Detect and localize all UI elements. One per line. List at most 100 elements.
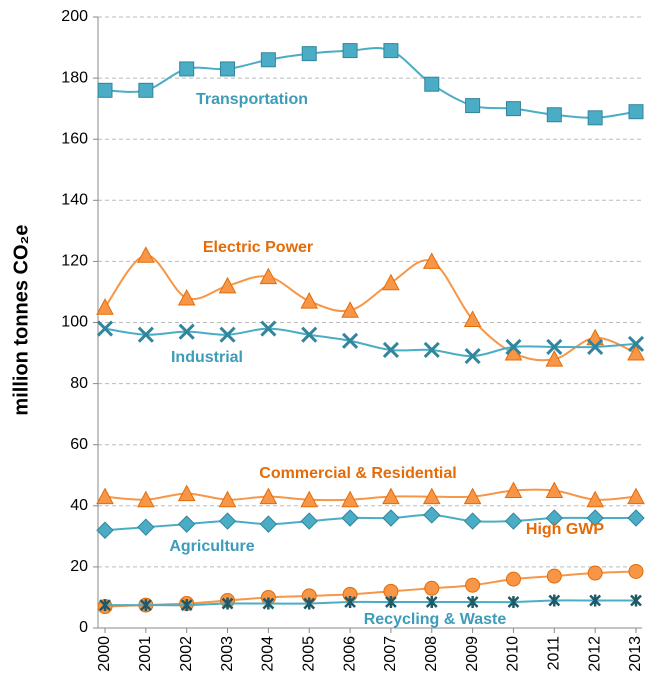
marker	[137, 246, 155, 263]
marker	[545, 350, 564, 367]
marker	[342, 332, 359, 349]
marker	[587, 110, 603, 126]
marker	[301, 326, 318, 343]
marker	[627, 335, 645, 352]
series-label: Industrial	[171, 349, 243, 366]
marker	[382, 273, 400, 291]
y-tick-label: 140	[61, 192, 88, 209]
marker	[139, 599, 152, 612]
marker	[177, 484, 196, 502]
marker	[344, 596, 356, 609]
y-tick-label: 20	[70, 558, 88, 575]
marker	[627, 509, 645, 527]
marker	[300, 490, 319, 508]
y-tick-label: 0	[79, 619, 88, 636]
marker	[219, 326, 236, 343]
marker	[504, 512, 523, 530]
marker	[300, 292, 319, 309]
y-tick-label: 60	[70, 436, 88, 453]
y-tick-label: 120	[61, 253, 88, 270]
x-tick-label: 2002	[178, 636, 195, 672]
marker	[341, 490, 359, 508]
marker	[96, 521, 114, 539]
marker	[425, 596, 438, 609]
marker	[466, 596, 479, 609]
marker	[587, 338, 604, 356]
x-tick-label: 2010	[505, 636, 522, 672]
marker	[179, 61, 195, 77]
series-line	[105, 599, 636, 607]
x-tick-label: 2000	[96, 636, 113, 672]
marker	[385, 596, 397, 609]
series-label: Transportation	[196, 91, 308, 108]
x-tick-label: 2004	[260, 636, 277, 672]
marker	[545, 481, 564, 499]
marker	[422, 487, 441, 505]
marker	[545, 509, 564, 527]
marker	[463, 487, 482, 505]
marker	[341, 509, 359, 527]
marker	[422, 252, 441, 269]
marker	[507, 596, 520, 609]
marker	[423, 506, 441, 524]
marker	[180, 599, 193, 612]
marker	[99, 599, 111, 612]
x-tick-label: 2007	[382, 636, 399, 672]
marker	[505, 338, 522, 356]
marker	[548, 594, 561, 607]
marker	[424, 76, 440, 92]
y-tick-label: 100	[61, 314, 88, 331]
x-tick-label: 2001	[137, 636, 154, 672]
marker	[383, 43, 399, 59]
marker	[505, 101, 521, 117]
x-tick-label: 2012	[586, 636, 603, 672]
marker	[218, 490, 237, 508]
marker	[424, 580, 440, 596]
y-tick-label: 80	[70, 375, 88, 392]
marker	[178, 323, 195, 340]
marker	[303, 597, 316, 610]
marker	[341, 301, 359, 318]
marker	[546, 568, 562, 584]
x-tick-label: 2003	[219, 636, 236, 672]
marker	[260, 320, 277, 337]
marker	[382, 487, 400, 505]
marker	[262, 597, 275, 610]
marker	[259, 487, 278, 505]
marker	[504, 481, 523, 499]
x-tick-label: 2006	[341, 636, 358, 672]
marker	[627, 487, 645, 505]
marker	[177, 288, 196, 306]
x-tick-label: 2005	[300, 636, 317, 672]
series-label: Recycling & Waste	[364, 611, 507, 628]
y-tick-label: 180	[61, 69, 88, 86]
marker	[423, 341, 440, 359]
series-label: Commercial & Residential	[259, 465, 456, 482]
marker	[259, 267, 278, 285]
marker	[138, 82, 154, 98]
marker	[137, 326, 154, 343]
marker	[586, 509, 604, 527]
marker	[96, 298, 114, 315]
x-tick-label: 2009	[464, 636, 481, 672]
marker	[589, 594, 602, 607]
marker	[463, 310, 482, 327]
series-label: Agriculture	[169, 538, 254, 555]
marker	[177, 515, 196, 533]
series-line	[104, 327, 637, 358]
marker	[218, 276, 237, 294]
marker	[96, 487, 114, 505]
marker	[220, 61, 236, 77]
marker	[382, 509, 400, 527]
marker	[382, 341, 399, 359]
marker	[587, 565, 603, 581]
marker	[464, 348, 481, 365]
marker	[137, 490, 155, 508]
x-tick-label: 2008	[423, 636, 440, 672]
series-label: High GWP	[526, 521, 605, 538]
marker	[546, 338, 563, 356]
marker	[218, 512, 237, 530]
y-tick-label: 40	[70, 497, 88, 514]
marker	[627, 343, 645, 361]
marker	[546, 107, 562, 123]
